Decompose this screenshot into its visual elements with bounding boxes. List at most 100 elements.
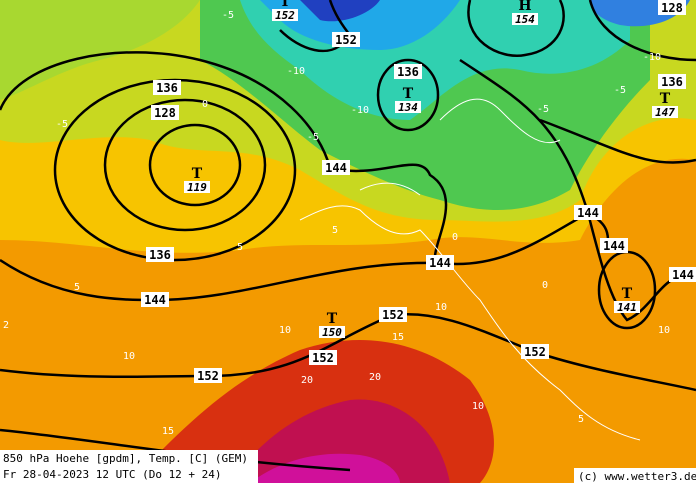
height-label: 152 — [382, 308, 404, 322]
height-label-box — [141, 292, 169, 307]
height-label-box — [309, 350, 337, 365]
contour — [148, 123, 242, 207]
center-value: 152 — [275, 9, 295, 22]
center-symbol: T — [327, 311, 338, 327]
contour — [0, 51, 615, 266]
coastline — [359, 182, 421, 196]
height-label: 144 — [577, 206, 599, 220]
center-value-box — [184, 181, 210, 193]
height-label-box — [658, 0, 686, 15]
center-value-box — [319, 326, 345, 338]
height-label: 144 — [325, 161, 347, 175]
contour — [103, 98, 267, 232]
height-label: 136 — [156, 81, 178, 95]
temperature-label: 5 — [578, 414, 584, 425]
height-label: 144 — [429, 256, 451, 270]
height-label: 152 — [335, 33, 357, 47]
center-symbol: T — [660, 91, 671, 107]
temperature-label: 0 — [452, 232, 458, 243]
center-value-box — [272, 9, 298, 21]
center-value: 141 — [617, 301, 637, 314]
center-value-box — [614, 301, 640, 313]
temperature-label: 20 — [301, 375, 313, 386]
center-value: 150 — [322, 326, 342, 339]
contour — [376, 58, 440, 132]
coastline — [299, 205, 641, 441]
height-label: 152 — [524, 345, 546, 359]
temperature-label: 5 — [74, 282, 80, 293]
height-label-box — [146, 247, 174, 262]
temperature-label: 10 — [123, 351, 135, 362]
coastline — [439, 98, 561, 144]
crimson-zone — [230, 399, 450, 483]
height-label: 144 — [603, 239, 625, 253]
height-label: 136 — [661, 75, 683, 89]
temperature-label: -5 — [537, 104, 549, 115]
center-symbol: T — [403, 86, 414, 102]
temperature-label: -5 — [307, 132, 319, 143]
contour — [0, 258, 441, 302]
height-label: 144 — [144, 293, 166, 307]
contour — [459, 58, 684, 322]
caption-box — [0, 450, 258, 483]
temperature-label: 20 — [369, 372, 381, 383]
height-label-box — [153, 80, 181, 95]
temperature-label: 15 — [392, 332, 404, 343]
temperature-label: -5 — [222, 10, 234, 21]
blue-zone — [260, 0, 460, 50]
green-zone-west — [0, 0, 200, 100]
height-label-box — [322, 160, 350, 175]
height-label: 136 — [149, 248, 171, 262]
labels: 1361281361441441441441441521361521521521… — [3, 0, 696, 437]
height-label: 144 — [672, 268, 694, 282]
center-symbol: T — [622, 286, 633, 302]
temperature-label: 10 — [658, 325, 670, 336]
temperature-label: 10 — [472, 401, 484, 412]
center-value: 134 — [398, 101, 418, 114]
center-value: 147 — [655, 106, 675, 119]
temperature-label: 0 — [202, 99, 208, 110]
temperature-label: 0 — [542, 280, 548, 291]
temperature-label: 2 — [3, 320, 9, 331]
height-label: 152 — [197, 369, 219, 383]
height-label-box — [194, 368, 222, 383]
center-symbol: T — [280, 0, 291, 10]
caption-line: Fr 28-04-2023 12 UTC (Do 12 + 24) — [3, 468, 222, 481]
center-value: 119 — [187, 181, 207, 194]
temperature-label: 10 — [435, 302, 447, 313]
height-label: 136 — [397, 65, 419, 79]
center-value-box — [395, 101, 421, 113]
height-label-box — [394, 64, 422, 79]
contour — [588, 0, 696, 62]
height-label-box — [151, 105, 179, 120]
temperature-label: 5 — [237, 242, 243, 253]
height-label: 128 — [154, 106, 176, 120]
height-label-box — [521, 344, 549, 359]
temperature-label: -5 — [56, 119, 68, 130]
temperature-label: -10 — [643, 52, 661, 63]
center-value-box — [512, 13, 538, 25]
height-label-box — [669, 267, 696, 282]
height-label-box — [332, 32, 360, 47]
copyright-box — [574, 468, 696, 483]
copyright: (c) www.wetter3.de — [578, 470, 696, 483]
temperature-label: -10 — [287, 66, 305, 77]
height-label: 128 — [661, 1, 683, 15]
center-value-box — [652, 106, 678, 118]
center-symbol: H — [518, 0, 531, 14]
caption-line: 850 hPa Hoehe [gpdm], Temp. [C] (GEM) — [3, 452, 248, 465]
height-label-box — [658, 74, 686, 89]
height-label: 152 — [312, 351, 334, 365]
height-label-box — [379, 307, 407, 322]
temperature-label: 10 — [279, 325, 291, 336]
temperature-label: -5 — [614, 85, 626, 96]
height-label-box — [600, 238, 628, 253]
center-symbol: T — [192, 166, 203, 182]
height-label-box — [574, 205, 602, 220]
height-label-box — [426, 255, 454, 270]
center-value: 154 — [515, 13, 535, 26]
deep-blue-zone — [300, 0, 380, 22]
temperature-label: 5 — [332, 225, 338, 236]
temperature-label: -10 — [351, 105, 369, 116]
